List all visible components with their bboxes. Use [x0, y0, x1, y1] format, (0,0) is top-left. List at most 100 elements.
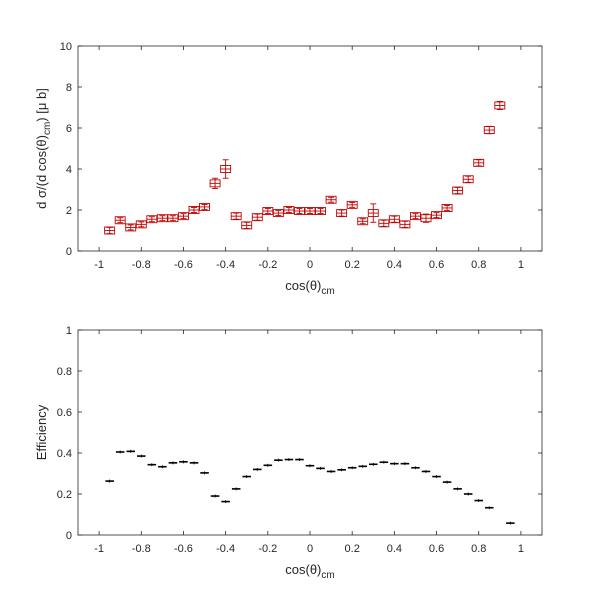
data-point — [325, 195, 337, 204]
data-point — [146, 215, 158, 224]
data-point — [390, 462, 399, 466]
y-axis-label-main: d σ/(d cos(θ) — [34, 135, 49, 209]
square-marker — [367, 209, 379, 218]
data-point — [347, 466, 357, 470]
data-point — [220, 159, 232, 179]
square-marker — [209, 179, 221, 188]
x-axis-label: cos(θ)cm — [285, 278, 334, 297]
square-marker — [420, 214, 432, 223]
y-axis-label: Efficiency — [34, 404, 49, 460]
y-axis-label-sub: cm — [42, 122, 53, 135]
square-marker — [357, 217, 369, 226]
square-marker — [452, 186, 464, 195]
data-point — [506, 521, 515, 525]
data-point — [200, 471, 209, 475]
cross-section-plot: -1 -0.8 -0.6 -0.4 -0.2 0 0.2 0.4 0.6 0.8 10246810c… — [34, 41, 543, 297]
data-point — [199, 202, 210, 211]
data-point — [315, 207, 326, 215]
data-point — [114, 216, 126, 225]
y-tick-label: 0.4 — [57, 448, 72, 460]
data-point — [179, 460, 188, 464]
y-tick-label: 2 — [66, 205, 72, 217]
square-marker — [378, 219, 390, 228]
data-point — [178, 212, 189, 221]
efficiency-plot: -1 -0.8 -0.6 -0.4 -0.2 0 0.2 0.4 0.6 0.8 1 0 0.2 0.4 0… — [34, 325, 543, 581]
data-point — [369, 462, 378, 466]
data-point — [453, 487, 462, 491]
data-point — [358, 464, 367, 468]
data-point — [367, 203, 379, 223]
square-marker — [125, 223, 137, 232]
square-marker — [135, 220, 147, 229]
data-point — [262, 207, 274, 215]
square-marker — [483, 126, 495, 135]
square-marker — [262, 207, 274, 215]
square-marker — [167, 214, 179, 223]
data-point — [326, 469, 336, 473]
data-point — [305, 464, 315, 468]
data-point — [336, 209, 348, 218]
data-point — [156, 214, 168, 223]
square-marker — [294, 207, 305, 215]
y-tick-label: 0.6 — [57, 407, 72, 419]
x-tick-label: 0.8 — [471, 543, 486, 555]
data-point — [483, 125, 495, 135]
y-tick-label: 4 — [66, 164, 72, 176]
x-tick-label: 0.4 — [387, 259, 402, 271]
data-point — [294, 207, 305, 215]
square-marker — [304, 207, 316, 215]
data-point — [431, 211, 442, 220]
square-marker — [188, 206, 200, 214]
square-marker — [146, 215, 158, 224]
data-point — [400, 462, 410, 466]
x-tick-label: 0.8 — [471, 259, 486, 271]
data-point — [274, 458, 283, 462]
data-point — [379, 460, 389, 464]
data-point — [357, 217, 369, 226]
square-marker — [251, 213, 263, 222]
data-point — [242, 475, 251, 479]
y-tick-label: 1 — [66, 325, 72, 337]
square-marker — [272, 209, 284, 218]
data-point — [410, 212, 421, 221]
data-point — [189, 461, 199, 465]
data-point — [485, 506, 494, 510]
square-marker — [199, 202, 210, 211]
data-point — [441, 203, 453, 212]
square-marker — [283, 206, 295, 214]
axes-box — [77, 329, 543, 536]
data-point — [284, 458, 294, 462]
data-point — [283, 206, 295, 214]
x-axis-label-main: cos(θ) — [285, 278, 321, 293]
square-marker — [346, 200, 358, 209]
x-axis-label: cos(θ)cm — [285, 562, 334, 581]
axes-box — [77, 45, 543, 252]
data-point — [230, 212, 242, 221]
data-point — [135, 220, 147, 229]
y-tick-label: 6 — [66, 123, 72, 135]
data-point — [188, 206, 200, 214]
data-point — [420, 213, 432, 223]
data-point — [346, 200, 358, 209]
data-point — [411, 466, 420, 470]
data-point — [126, 449, 135, 453]
data-point — [105, 479, 114, 483]
x-tick-label: 0.6 — [429, 259, 444, 271]
data-point — [462, 175, 474, 184]
x-tick-label: -0.2 — [258, 543, 277, 555]
x-tick-label: 1 — [518, 543, 524, 555]
y-axis-label-unit: ) [μ b] — [34, 88, 49, 122]
data-point — [388, 215, 400, 224]
data-point — [158, 465, 167, 469]
square-marker — [441, 203, 453, 212]
data-point — [304, 207, 316, 215]
data-point — [167, 214, 179, 223]
data-point — [168, 461, 178, 465]
square-marker — [220, 165, 232, 173]
x-tick-label: -0.4 — [216, 543, 235, 555]
x-tick-label: -0.8 — [132, 259, 151, 271]
x-axis-label-sub: cm — [321, 570, 334, 581]
data-point — [115, 450, 125, 454]
square-marker — [156, 214, 168, 223]
